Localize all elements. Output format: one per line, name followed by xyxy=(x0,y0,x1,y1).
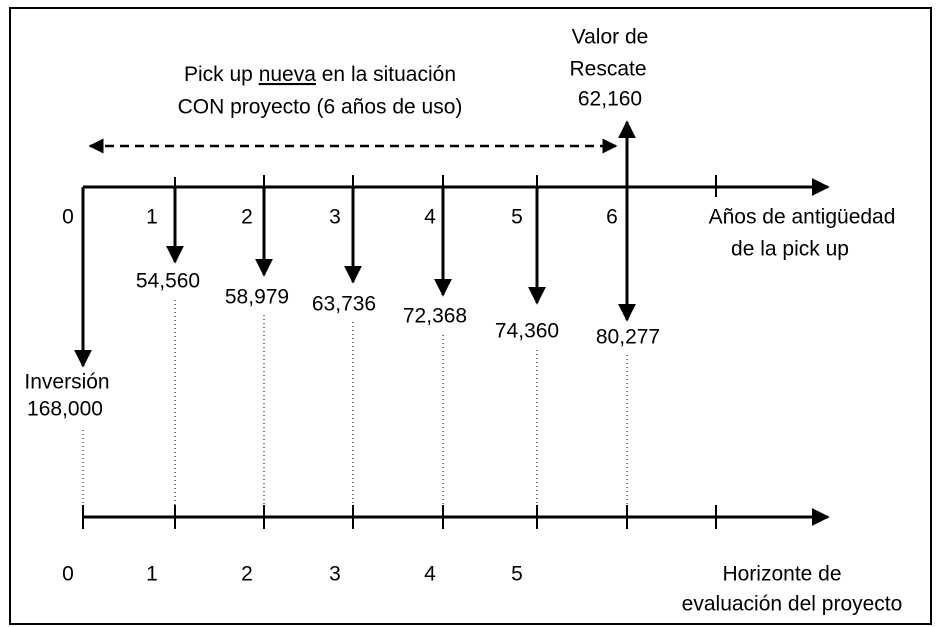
cost-label: 54,560 xyxy=(136,270,200,293)
top-tick-label: 6 xyxy=(606,206,618,229)
cost-label: 58,979 xyxy=(225,286,289,309)
title-line2: CON proyecto (6 años de uso) xyxy=(178,96,463,119)
investment-amount: 168,000 xyxy=(27,398,103,421)
rescue-line1: Valor de xyxy=(572,26,649,49)
bottom-tick-label: 2 xyxy=(241,563,253,586)
bottom-ticks xyxy=(82,505,717,529)
top-tick-label: 2 xyxy=(241,206,253,229)
cost-arrows xyxy=(166,187,636,322)
top-tick-label: 0 xyxy=(62,206,74,229)
top-tick-label: 5 xyxy=(511,206,523,229)
top-axis-label: Años de antigüedad xyxy=(709,206,896,229)
title-line1: Pick up nueva en la situación xyxy=(184,63,456,86)
bottom-tick-label: 3 xyxy=(329,563,341,586)
bottom-tick-label: 4 xyxy=(424,563,436,586)
top-tick-label: 3 xyxy=(329,206,341,229)
bottom-tick-label: 0 xyxy=(62,563,74,586)
rescue-amount: 62,160 xyxy=(578,88,642,111)
top-axis-label: de la pick up xyxy=(731,238,849,261)
bottom-axis-label: Horizonte de xyxy=(722,563,841,586)
cost-label: 72,368 xyxy=(403,305,467,328)
investment-label: Inversión xyxy=(24,371,109,394)
cost-label: 80,277 xyxy=(596,326,660,349)
cost-label: 74,360 xyxy=(495,320,559,343)
top-tick-label: 4 xyxy=(424,206,436,229)
frame xyxy=(9,7,932,625)
bottom-tick-label: 5 xyxy=(511,563,523,586)
cost-label: 63,736 xyxy=(312,293,376,316)
bottom-tick-label: 1 xyxy=(146,563,158,586)
bottom-axis-label: evaluación del proyecto xyxy=(682,593,903,616)
top-tick-label: 1 xyxy=(146,206,158,229)
guide-lines xyxy=(82,300,628,515)
rescue-line2: Rescate xyxy=(569,58,646,81)
